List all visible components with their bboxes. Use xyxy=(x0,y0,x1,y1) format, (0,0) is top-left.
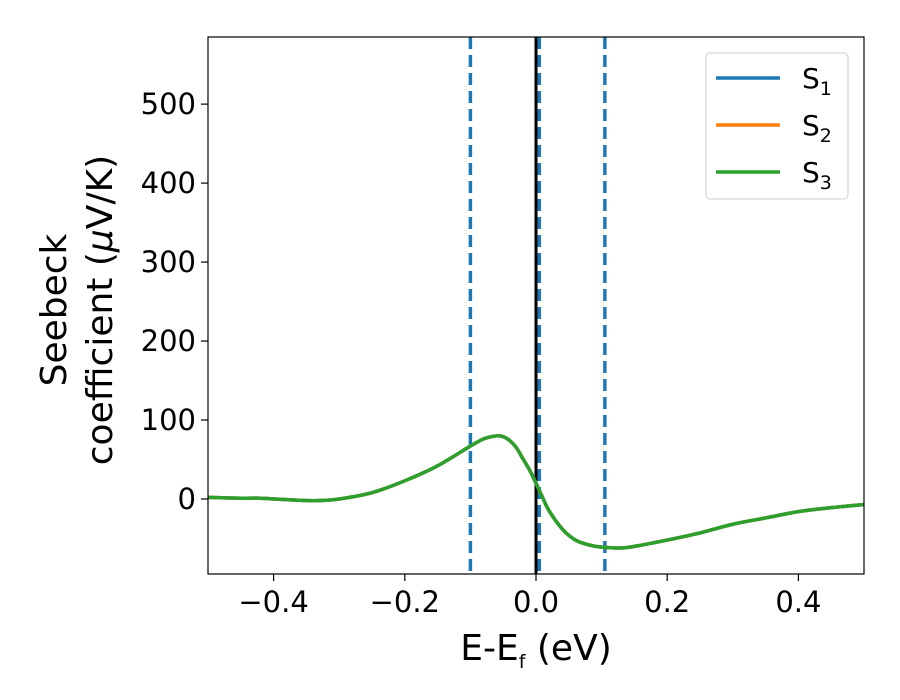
series-layer xyxy=(208,433,864,550)
x-axis-title: E-Ef (eV) xyxy=(460,628,612,673)
legend-label-s1: S1 xyxy=(802,62,832,100)
legend-label-s2: S2 xyxy=(802,109,832,147)
y-tick-label: 400 xyxy=(141,166,196,200)
x-tick-label: −0.4 xyxy=(238,585,308,619)
x-tick-label: 0.0 xyxy=(513,585,559,619)
x-axis: −0.4 −0.2 0.0 0.2 0.4 xyxy=(238,574,821,619)
y-tick-label: 500 xyxy=(141,87,196,121)
series-line-s3 xyxy=(208,433,864,550)
legend-label-s3: S3 xyxy=(802,156,832,194)
x-tick-label: −0.2 xyxy=(370,585,440,619)
y-tick-label: 300 xyxy=(141,245,196,279)
y-axis-title: Seebeck coefficient (μV/K) xyxy=(34,155,121,465)
x-tick-label: 0.2 xyxy=(644,585,690,619)
y-axis: 0 100 200 300 400 500 xyxy=(141,87,208,516)
y-tick-label: 0 xyxy=(178,482,196,516)
legend: S1 S2 S3 xyxy=(705,52,849,200)
x-tick-label: 0.4 xyxy=(775,585,821,619)
y-tick-label: 100 xyxy=(141,403,196,437)
y-tick-label: 200 xyxy=(141,324,196,358)
